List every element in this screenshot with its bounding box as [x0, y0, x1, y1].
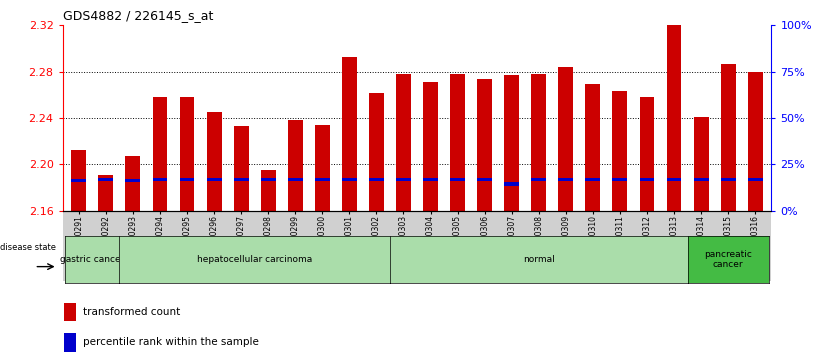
Bar: [694, 178, 709, 181]
Bar: [207, 112, 222, 211]
Bar: [288, 120, 303, 211]
Text: percentile rank within the sample: percentile rank within the sample: [83, 337, 259, 347]
Text: disease state: disease state: [0, 243, 56, 252]
Bar: [72, 150, 86, 211]
Bar: [342, 178, 357, 181]
Bar: [153, 97, 168, 211]
Bar: [315, 125, 329, 211]
Bar: [423, 178, 438, 181]
Bar: [234, 126, 249, 211]
Bar: [179, 178, 194, 181]
Bar: [315, 178, 329, 181]
Bar: [72, 179, 86, 182]
Bar: [125, 156, 140, 211]
Text: pancreatic
cancer: pancreatic cancer: [704, 250, 752, 269]
Bar: [261, 170, 275, 211]
Bar: [612, 178, 627, 181]
Bar: [288, 178, 303, 181]
Bar: [477, 178, 492, 181]
Bar: [64, 333, 76, 351]
Bar: [207, 178, 222, 181]
Text: GDS4882 / 226145_s_at: GDS4882 / 226145_s_at: [63, 9, 213, 23]
Bar: [153, 178, 168, 181]
Text: hepatocellular carcinoma: hepatocellular carcinoma: [197, 255, 312, 264]
Bar: [612, 91, 627, 211]
Bar: [423, 82, 438, 211]
Bar: [531, 178, 546, 181]
Bar: [261, 178, 275, 181]
Bar: [559, 178, 573, 181]
Bar: [98, 178, 113, 181]
Bar: [721, 178, 736, 181]
Bar: [748, 178, 762, 181]
Bar: [369, 93, 384, 211]
Bar: [694, 117, 709, 211]
Text: normal: normal: [523, 255, 555, 264]
Bar: [666, 178, 681, 181]
Bar: [98, 175, 113, 211]
Text: transformed count: transformed count: [83, 307, 180, 317]
Bar: [396, 178, 411, 181]
Bar: [179, 97, 194, 211]
Bar: [505, 182, 519, 185]
Bar: [559, 67, 573, 211]
Bar: [450, 74, 465, 211]
Bar: [748, 72, 762, 211]
Bar: [585, 85, 600, 211]
Bar: [585, 178, 600, 181]
Bar: [234, 178, 249, 181]
Bar: [64, 303, 76, 322]
Bar: [640, 97, 655, 211]
Bar: [369, 178, 384, 181]
Bar: [125, 179, 140, 182]
Bar: [666, 25, 681, 211]
Bar: [342, 57, 357, 211]
Bar: [477, 79, 492, 211]
Bar: [450, 178, 465, 181]
Bar: [505, 75, 519, 211]
Bar: [640, 178, 655, 181]
Bar: [531, 74, 546, 211]
Text: gastric cancer: gastric cancer: [60, 255, 124, 264]
Bar: [396, 74, 411, 211]
Bar: [721, 64, 736, 211]
